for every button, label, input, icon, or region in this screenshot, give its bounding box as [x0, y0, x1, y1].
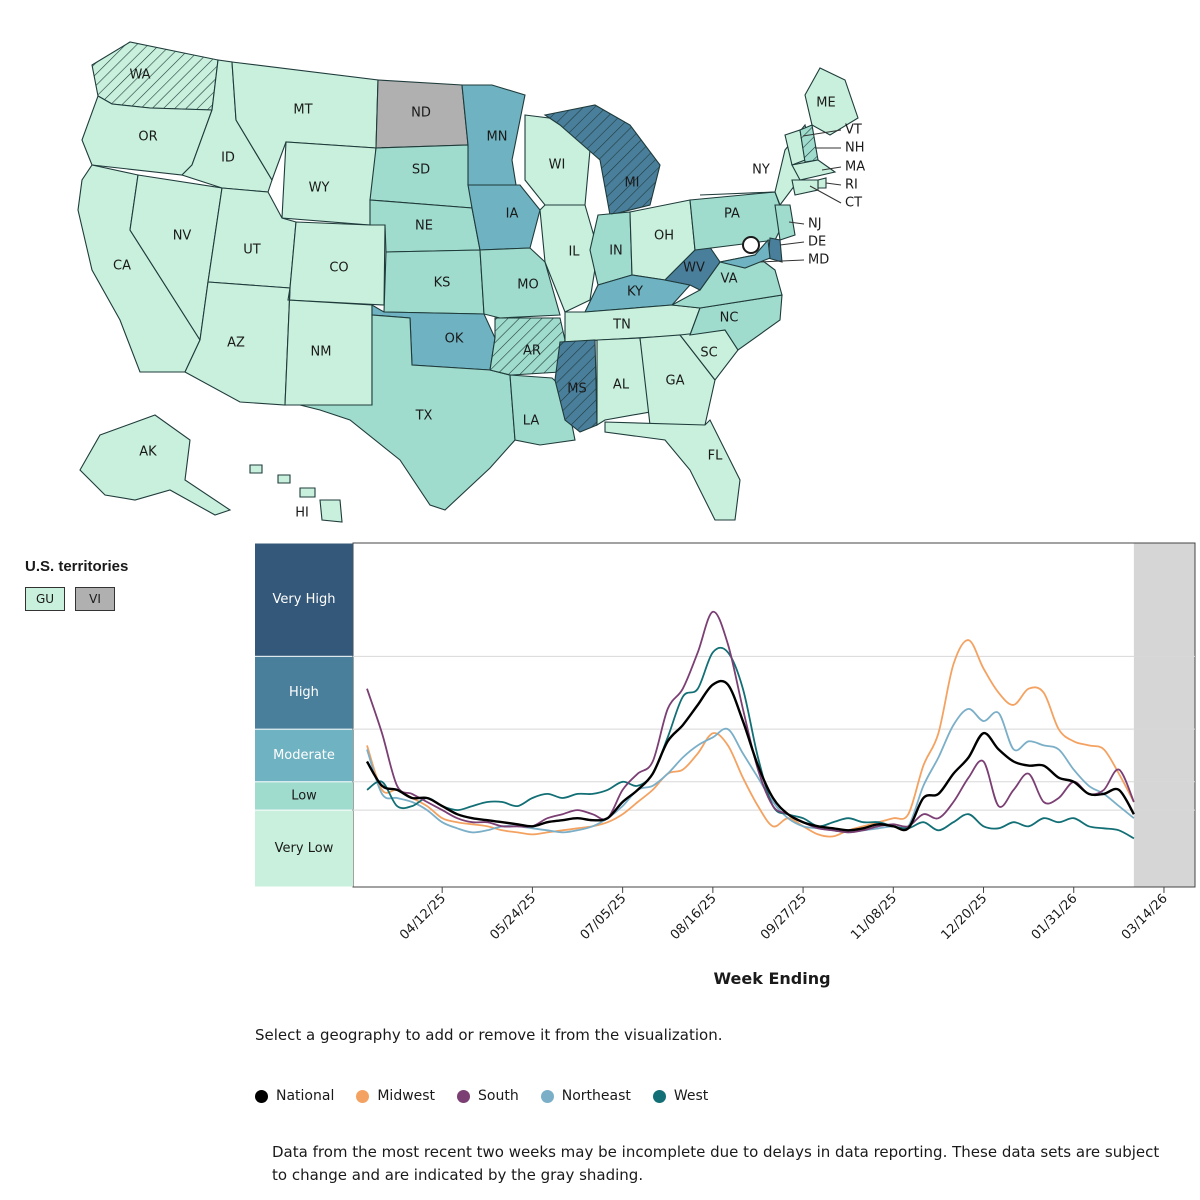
legend-northeast-dot	[540, 1089, 554, 1103]
x-axis-title: Week Ending	[713, 969, 830, 988]
callout-line-ma	[821, 166, 842, 171]
state-ne[interactable]	[369, 199, 481, 253]
state-ak[interactable]	[79, 414, 232, 516]
us-map: WA OR CA NV ID MT WY UT CO AZ NM ND SD NE KS OK TX MN IA MO…	[0, 0, 1200, 540]
territory-gu[interactable]: GU	[25, 587, 65, 611]
callout-line-nj	[788, 221, 805, 225]
incomplete-data-shading	[1133, 543, 1195, 887]
state-ga[interactable]	[639, 334, 716, 426]
territories-title: U.S. territories	[25, 558, 129, 575]
state-ct[interactable]	[791, 179, 819, 196]
band-label-high: High	[289, 685, 319, 700]
x-tick-label: 11/08/25	[848, 891, 900, 943]
band-high	[255, 656, 353, 729]
x-tick-label: 01/31/26	[1029, 891, 1081, 943]
legend-national-dot	[255, 1089, 268, 1103]
state-in[interactable]	[589, 211, 633, 286]
band-very-low	[255, 810, 353, 887]
x-tick-label: 03/14/26	[1119, 891, 1171, 943]
legend-national[interactable]: National	[255, 1088, 334, 1104]
state-mi-hatch	[545, 105, 660, 215]
legend-midwest-dot	[356, 1089, 370, 1103]
state-al[interactable]	[596, 337, 651, 426]
territory-vi[interactable]: VI	[75, 587, 115, 611]
series-line-northeast[interactable]	[366, 708, 1135, 834]
state-label-ct[interactable]: CT	[845, 196, 862, 211]
footnote: Data from the most recent two weeks may …	[272, 1143, 1160, 1184]
legend-west-label: West	[673, 1088, 709, 1104]
band-moderate	[255, 729, 353, 782]
state-sd[interactable]	[369, 144, 473, 209]
state-label-nj[interactable]: NJ	[808, 217, 822, 232]
state-ar-hatch	[490, 318, 565, 375]
legend-south-dot	[457, 1089, 471, 1103]
state-ks[interactable]	[383, 249, 485, 315]
band-label-low: Low	[291, 788, 317, 803]
state-ms-hatch	[555, 340, 597, 432]
callout-line-vt	[802, 129, 842, 137]
x-tick-label: 09/27/25	[758, 891, 810, 943]
x-tick-label: 05/24/25	[487, 891, 539, 943]
x-tick-label: 12/20/25	[938, 891, 990, 943]
state-wa-hatch	[92, 42, 218, 110]
band-label-very-low: Very Low	[275, 841, 334, 856]
state-label-hi: HI	[295, 506, 309, 521]
state-hi[interactable]	[249, 464, 343, 523]
state-label-md[interactable]: MD	[808, 253, 829, 268]
state-ri[interactable]	[817, 177, 827, 189]
state-wy[interactable]	[281, 141, 377, 226]
state-ia[interactable]	[467, 184, 541, 251]
trend-chart: Very High High Moderate Low Very Low 04/12/25…	[250, 540, 1200, 1000]
x-tick-label: 04/12/25	[397, 891, 449, 943]
state-nm[interactable]	[284, 287, 373, 406]
state-mn[interactable]	[461, 84, 526, 186]
instruction-text: Select a geography to add or remove it f…	[255, 1026, 723, 1044]
legend-northeast-label: Northeast	[561, 1088, 631, 1104]
territories-panel: U.S. territories GU VI	[25, 558, 128, 611]
state-md[interactable]	[719, 238, 771, 269]
state-fl[interactable]	[604, 419, 741, 521]
legend-midwest-label: Midwest	[377, 1088, 436, 1104]
state-label-ny: NY	[752, 163, 770, 178]
state-label-ri[interactable]: RI	[845, 178, 858, 193]
legend-northeast[interactable]: Northeast	[540, 1088, 631, 1104]
state-label-nh[interactable]: NH	[845, 141, 865, 156]
state-nd[interactable]	[375, 79, 469, 149]
state-il[interactable]	[539, 204, 599, 313]
series-line-west[interactable]	[366, 646, 1135, 840]
state-tx[interactable]	[299, 314, 516, 511]
band-label-moderate: Moderate	[273, 748, 335, 763]
chart-legend: National Midwest South Northeast West	[255, 1088, 708, 1104]
legend-west[interactable]: West	[652, 1088, 709, 1104]
state-ma[interactable]	[791, 159, 837, 181]
plot-border	[352, 542, 1196, 888]
legend-south-label: South	[478, 1088, 519, 1104]
legend-midwest[interactable]: Midwest	[356, 1088, 435, 1104]
legend-south[interactable]: South	[457, 1088, 519, 1104]
x-tick-label: 08/16/25	[668, 891, 720, 943]
series-line-national[interactable]	[365, 679, 1135, 832]
band-very-high	[255, 543, 353, 656]
state-label-ma[interactable]: MA	[845, 160, 865, 175]
callout-line-ri	[825, 182, 842, 186]
state-label-vt[interactable]: VT	[845, 123, 862, 138]
legend-national-label: National	[276, 1088, 335, 1104]
callout-line-ct	[809, 185, 842, 204]
callout-line-de	[779, 241, 805, 246]
legend-west-dot	[652, 1089, 666, 1103]
state-label-de[interactable]: DE	[808, 235, 826, 250]
callout-line-md	[759, 259, 805, 263]
band-low	[255, 782, 353, 810]
state-co[interactable]	[287, 221, 386, 306]
state-mo[interactable]	[479, 247, 561, 319]
state-id[interactable]	[180, 59, 273, 193]
x-tick-label: 07/05/25	[578, 891, 630, 943]
dc-marker[interactable]	[742, 236, 760, 254]
state-nj[interactable]	[774, 204, 796, 241]
band-label-very-high: Very High	[273, 592, 336, 607]
